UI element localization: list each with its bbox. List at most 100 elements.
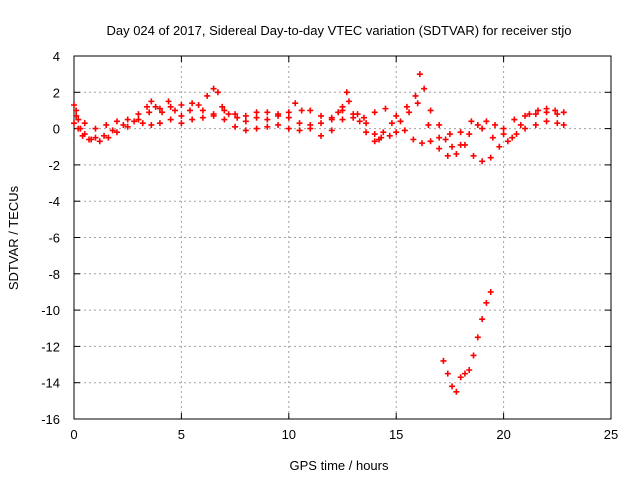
data-point bbox=[470, 352, 477, 359]
data-point bbox=[156, 120, 163, 127]
data-point bbox=[371, 138, 378, 145]
data-point bbox=[403, 103, 410, 110]
data-point bbox=[500, 131, 507, 138]
data-point bbox=[513, 131, 520, 138]
data-point bbox=[554, 111, 561, 118]
data-point bbox=[378, 134, 385, 141]
data-point bbox=[253, 125, 260, 132]
data-point bbox=[534, 107, 541, 114]
data-point bbox=[242, 112, 249, 119]
data-point bbox=[388, 120, 395, 127]
data-point bbox=[552, 107, 559, 114]
data-point bbox=[144, 103, 151, 110]
data-point bbox=[453, 388, 460, 395]
data-point bbox=[71, 102, 77, 109]
y-tick-label: -16 bbox=[41, 412, 60, 427]
data-point bbox=[436, 145, 443, 152]
data-point bbox=[560, 109, 567, 116]
data-point bbox=[275, 121, 282, 128]
data-point bbox=[189, 116, 196, 123]
data-point bbox=[307, 121, 314, 128]
data-point bbox=[356, 118, 363, 125]
data-point bbox=[487, 154, 494, 161]
data-point bbox=[178, 112, 185, 119]
data-point bbox=[139, 120, 146, 127]
data-point bbox=[242, 127, 249, 134]
data-point bbox=[449, 143, 456, 150]
data-point bbox=[393, 129, 400, 136]
data-point bbox=[461, 370, 468, 377]
data-point bbox=[124, 116, 131, 123]
data-point bbox=[264, 109, 271, 116]
data-point bbox=[109, 127, 116, 134]
x-axis-label: GPS time / hours bbox=[290, 458, 389, 473]
data-point bbox=[492, 121, 499, 128]
data-point bbox=[371, 131, 378, 138]
data-point bbox=[135, 111, 142, 118]
data-point bbox=[152, 103, 159, 110]
data-point bbox=[504, 138, 511, 145]
data-point bbox=[318, 120, 325, 127]
data-point bbox=[318, 132, 325, 139]
data-point bbox=[148, 121, 155, 128]
data-point bbox=[296, 120, 303, 127]
data-point bbox=[363, 129, 370, 136]
data-point bbox=[159, 109, 166, 116]
data-point bbox=[113, 129, 120, 136]
data-point bbox=[105, 134, 112, 141]
data-point bbox=[479, 158, 486, 165]
data-point bbox=[219, 103, 226, 110]
data-point bbox=[425, 121, 432, 128]
data-point bbox=[234, 114, 241, 121]
data-point bbox=[296, 127, 303, 134]
data-point bbox=[101, 132, 108, 139]
data-point bbox=[73, 112, 80, 119]
data-point bbox=[554, 120, 561, 127]
data-point bbox=[275, 111, 282, 118]
data-point bbox=[532, 111, 539, 118]
data-point bbox=[466, 131, 473, 138]
x-tick-label: 25 bbox=[604, 427, 618, 442]
data-point bbox=[167, 103, 174, 110]
data-point bbox=[186, 107, 193, 114]
y-tick-label: -4 bbox=[48, 194, 60, 209]
data-point bbox=[421, 85, 428, 92]
data-point bbox=[401, 127, 408, 134]
data-point bbox=[468, 118, 475, 125]
data-point bbox=[264, 116, 271, 123]
data-point bbox=[393, 112, 400, 119]
data-point bbox=[225, 111, 232, 118]
data-point bbox=[214, 89, 221, 96]
data-point bbox=[427, 107, 434, 114]
data-point bbox=[264, 123, 271, 130]
data-point bbox=[442, 136, 449, 143]
data-point bbox=[500, 125, 507, 132]
data-point bbox=[386, 132, 393, 139]
data-point bbox=[532, 121, 539, 128]
y-tick-label: 2 bbox=[53, 85, 60, 100]
data-point bbox=[470, 152, 477, 159]
data-point bbox=[135, 116, 142, 123]
data-point bbox=[328, 127, 335, 134]
data-point bbox=[496, 143, 503, 150]
data-point bbox=[511, 116, 518, 123]
data-point bbox=[131, 118, 138, 125]
data-point bbox=[167, 116, 174, 123]
data-point bbox=[440, 357, 447, 364]
data-point bbox=[526, 111, 533, 118]
data-point bbox=[204, 92, 211, 99]
data-point bbox=[382, 105, 389, 112]
data-point bbox=[479, 125, 486, 132]
data-point bbox=[253, 114, 260, 121]
data-point bbox=[292, 100, 299, 107]
y-tick-label: 0 bbox=[53, 122, 60, 137]
data-point bbox=[148, 98, 155, 105]
data-point bbox=[178, 120, 185, 127]
data-point bbox=[560, 121, 567, 128]
data-point bbox=[339, 107, 346, 114]
data-point bbox=[461, 141, 468, 148]
data-point bbox=[522, 112, 529, 119]
data-point bbox=[474, 334, 481, 341]
data-points bbox=[71, 71, 567, 395]
